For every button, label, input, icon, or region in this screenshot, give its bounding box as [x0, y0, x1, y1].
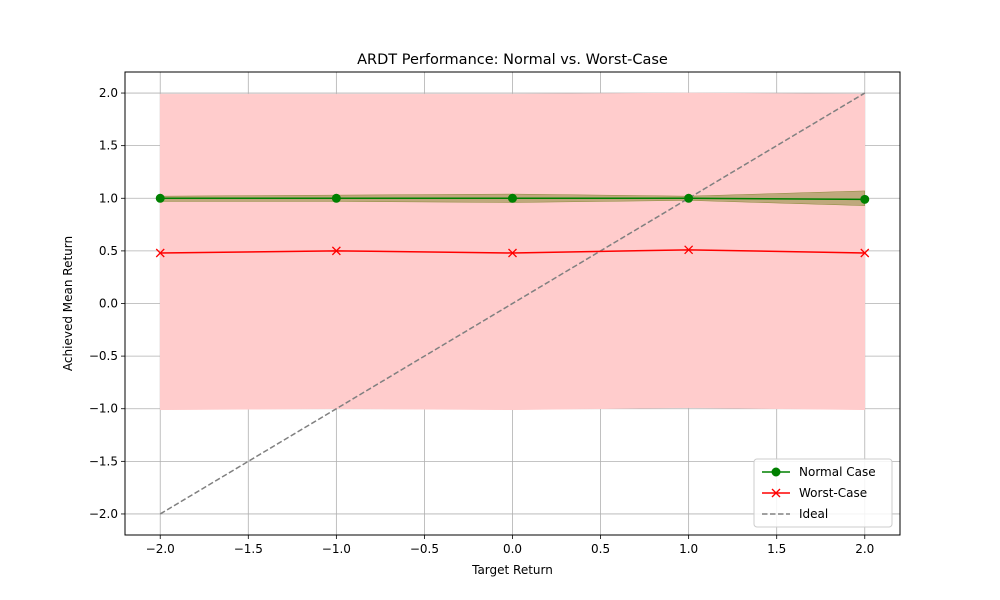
y-tick-label: 2.0	[99, 86, 118, 100]
x-tick-label: 0.5	[591, 542, 610, 556]
point-normal-case	[155, 193, 165, 203]
band-worst-case	[159, 92, 866, 411]
chart-title: ARDT Performance: Normal vs. Worst-Case	[357, 52, 668, 68]
legend-item-worst-case: Worst-Case	[762, 486, 867, 500]
y-tick-label: 1.5	[99, 139, 118, 153]
legend-item-ideal: Ideal	[762, 507, 828, 521]
point-normal-case	[331, 193, 341, 203]
legend-label: Ideal	[799, 507, 828, 521]
point-worst-case	[155, 248, 165, 258]
series-worst-case	[155, 245, 870, 258]
point-worst-case	[684, 245, 694, 255]
legend-label: Normal Case	[799, 465, 876, 479]
y-tick-label: −0.5	[89, 349, 118, 363]
legend-item-normal-case: Normal Case	[762, 465, 876, 479]
x-tick-label: 1.0	[679, 542, 698, 556]
point-normal-case	[508, 193, 517, 203]
x-tick-label: 1.5	[767, 542, 786, 556]
legend-box	[753, 458, 893, 528]
legend: Normal Case Worst-Case Ideal	[753, 458, 893, 528]
series-lines	[155, 92, 870, 515]
point-worst-case	[508, 248, 517, 258]
x-tick-label: −1.5	[234, 542, 263, 556]
y-tick-label: 0.0	[99, 297, 118, 311]
series-ideal	[159, 92, 866, 515]
point-normal-case	[684, 193, 694, 203]
x-axis-ticks: −2.0 −1.5 −1.0 −0.5 0.0 0.5 1.0 1.5 2.0	[146, 535, 874, 556]
line-ideal	[159, 92, 866, 515]
x-tick-label: −2.0	[146, 542, 175, 556]
y-tick-label: −1.0	[89, 402, 118, 416]
y-axis-ticks: −2.0 −1.5 −1.0 −0.5 0.0 0.5 1.0 1.5 2.0	[89, 86, 125, 521]
y-tick-label: −1.5	[89, 454, 118, 468]
y-tick-label: 0.5	[99, 244, 118, 258]
x-axis-label: Target Return	[471, 563, 553, 577]
point-worst-case	[860, 248, 870, 258]
legend-marker	[771, 488, 781, 498]
y-tick-label: 1.0	[99, 191, 118, 205]
legend-label: Worst-Case	[799, 486, 867, 500]
series-normal-case	[155, 193, 870, 204]
x-tick-label: −1.0	[322, 542, 351, 556]
x-tick-label: 2.0	[855, 542, 874, 556]
legend-marker	[771, 467, 781, 477]
x-tick-label: −0.5	[410, 542, 439, 556]
y-axis-label: Achieved Mean Return	[61, 236, 75, 371]
y-tick-label: −2.0	[89, 507, 118, 521]
point-normal-case	[860, 194, 870, 204]
x-tick-label: 0.0	[503, 542, 522, 556]
point-worst-case	[331, 246, 341, 256]
